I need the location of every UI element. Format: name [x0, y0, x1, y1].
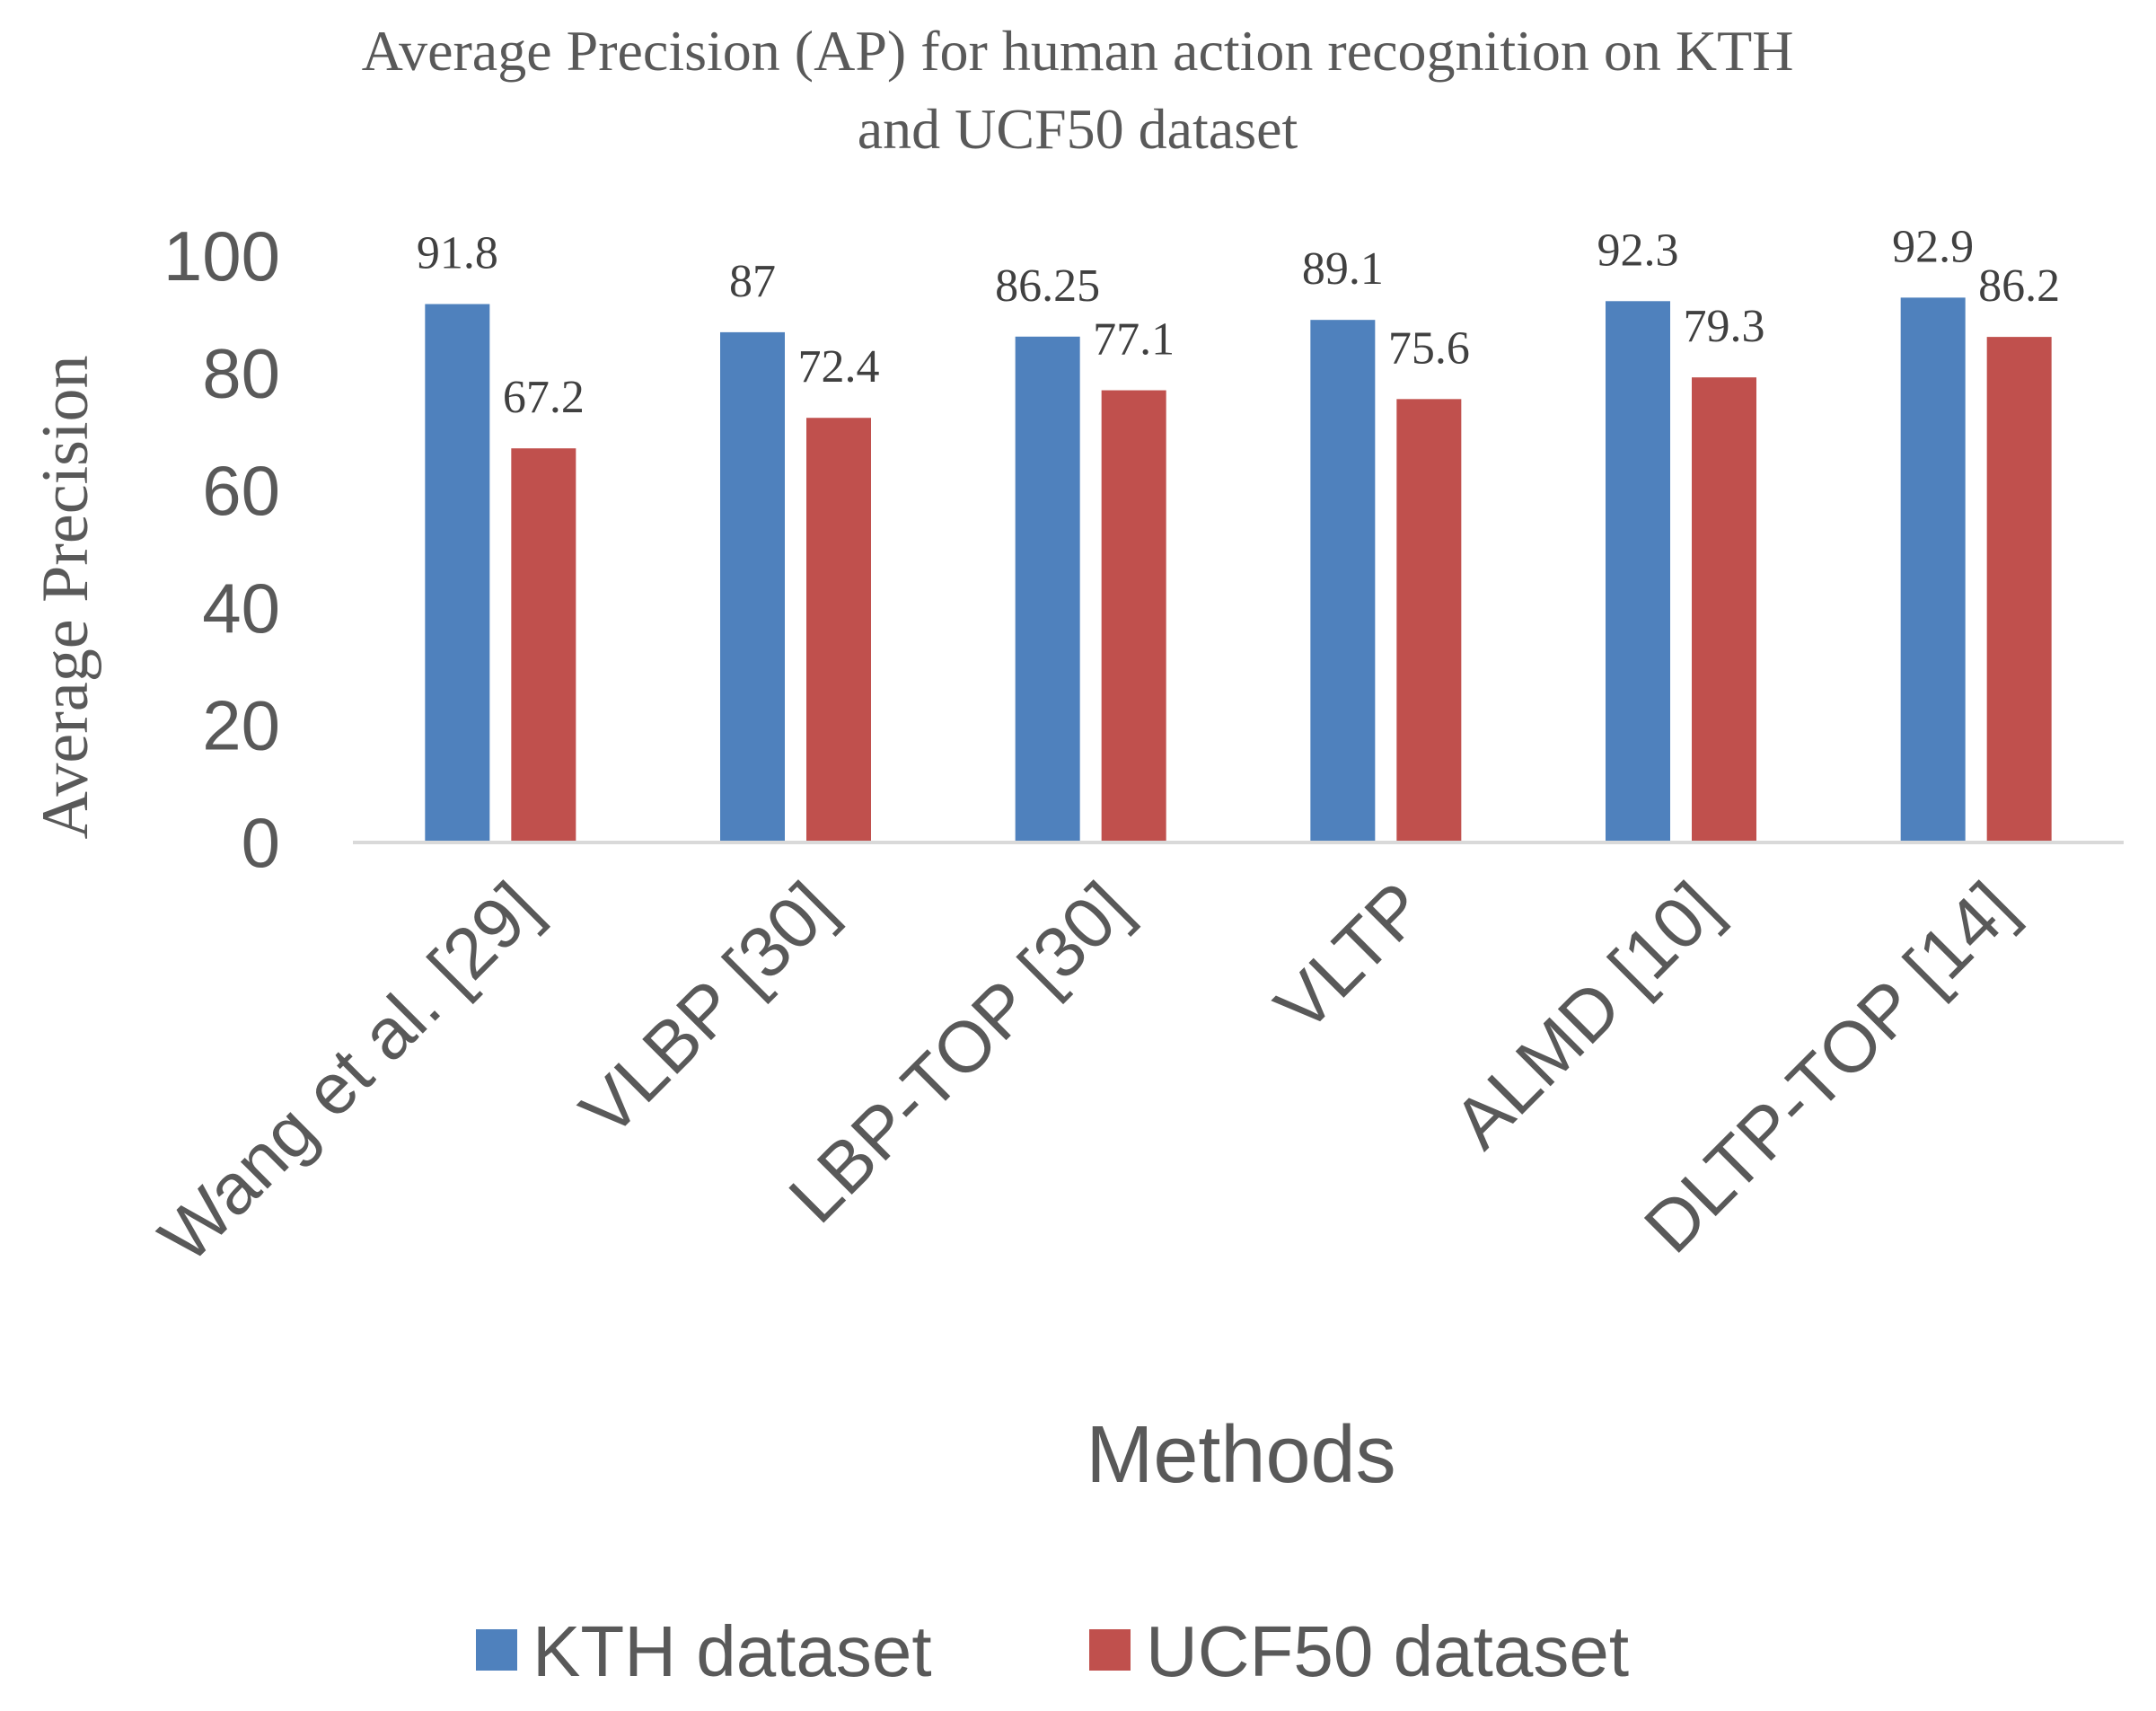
data-label-kth-5: 92.3	[1597, 225, 1679, 276]
data-label-ucf50-5: 79.3	[1684, 301, 1765, 352]
bars	[425, 297, 2052, 843]
y-axis-ticks: 0 20 40 60 80 100	[163, 216, 280, 882]
x-tick-label: ALMD [10]	[1439, 867, 1735, 1163]
legend-swatch-ucf50	[1089, 1629, 1131, 1671]
legend-label-ucf50: UCF50 dataset	[1146, 1611, 1629, 1691]
bar-ucf50-6	[1986, 337, 2052, 842]
y-tick-label: 80	[202, 334, 280, 413]
bar-ucf50-5	[1692, 377, 1756, 842]
data-label-ucf50-4: 75.6	[1388, 322, 1470, 374]
bar-ucf50-1	[511, 448, 576, 842]
bar-ucf50-4	[1396, 399, 1462, 842]
data-label-kth-6: 92.9	[1892, 221, 1974, 272]
bar-ucf50-3	[1101, 390, 1166, 842]
bar-kth-6	[1900, 297, 1966, 842]
chart-title: Average Precision (AP) for human action …	[362, 19, 1794, 161]
legend-swatch-kth	[476, 1629, 517, 1671]
x-tick-label: VLTP	[1260, 867, 1439, 1046]
chart-title-line-1: Average Precision (AP) for human action …	[362, 19, 1794, 83]
x-axis-ticks: Wang et al. [29] VLBP [30]LBP-TOP [30] VLT…	[144, 867, 2029, 1277]
y-tick-label: 20	[202, 685, 280, 764]
x-tick-label: Wang et al. [29]	[144, 867, 554, 1277]
chart-title-line-2: and UCF50 dataset	[858, 97, 1298, 161]
data-label-ucf50-1: 67.2	[503, 372, 585, 423]
bar-kth-2	[720, 331, 785, 842]
data-label-ucf50-2: 72.4	[798, 341, 880, 392]
data-label-kth-3: 86.25	[995, 260, 1100, 312]
data-label-ucf50-6: 86.2	[1978, 260, 2060, 312]
y-axis-title: Average Precision	[29, 355, 102, 839]
legend-label-kth: KTH dataset	[532, 1611, 932, 1691]
data-label-kth-4: 89.1	[1302, 243, 1384, 295]
data-label-kth-1: 91.8	[417, 228, 498, 279]
x-tick-label: VLBP [30]	[565, 867, 849, 1151]
y-tick-label: 40	[202, 569, 280, 648]
y-tick-label: 60	[202, 451, 280, 530]
y-tick-label: 100	[163, 216, 280, 295]
bar-kth-4	[1310, 320, 1376, 842]
data-label-ucf50-3: 77.1	[1093, 314, 1175, 366]
data-label-kth-2: 87	[729, 256, 776, 307]
legend: KTH dataset UCF50 dataset	[476, 1611, 1629, 1691]
y-tick-label: 0	[242, 803, 280, 882]
bar-kth-5	[1606, 301, 1670, 842]
bar-kth-1	[425, 304, 490, 842]
bar-kth-3	[1015, 336, 1080, 843]
x-axis-title: Methods	[1086, 1410, 1395, 1500]
bar-ucf50-2	[806, 418, 871, 842]
